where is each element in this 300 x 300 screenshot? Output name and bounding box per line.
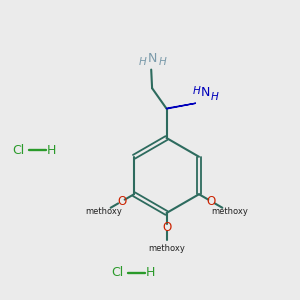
Text: Cl: Cl <box>12 143 24 157</box>
Text: H: H <box>159 57 167 67</box>
Text: O: O <box>162 221 171 234</box>
Text: methoxy: methoxy <box>85 208 122 217</box>
Text: H: H <box>193 86 201 96</box>
Text: H: H <box>46 143 56 157</box>
Text: O: O <box>117 195 126 208</box>
Text: methoxy: methoxy <box>148 244 185 253</box>
Text: N: N <box>148 52 157 65</box>
Text: O: O <box>207 195 216 208</box>
Text: H: H <box>138 57 146 67</box>
Text: N: N <box>201 86 211 99</box>
Text: methoxy: methoxy <box>211 208 248 217</box>
Text: H: H <box>146 266 155 280</box>
Polygon shape <box>167 103 196 109</box>
Text: Cl: Cl <box>111 266 123 280</box>
Text: H: H <box>211 92 219 102</box>
